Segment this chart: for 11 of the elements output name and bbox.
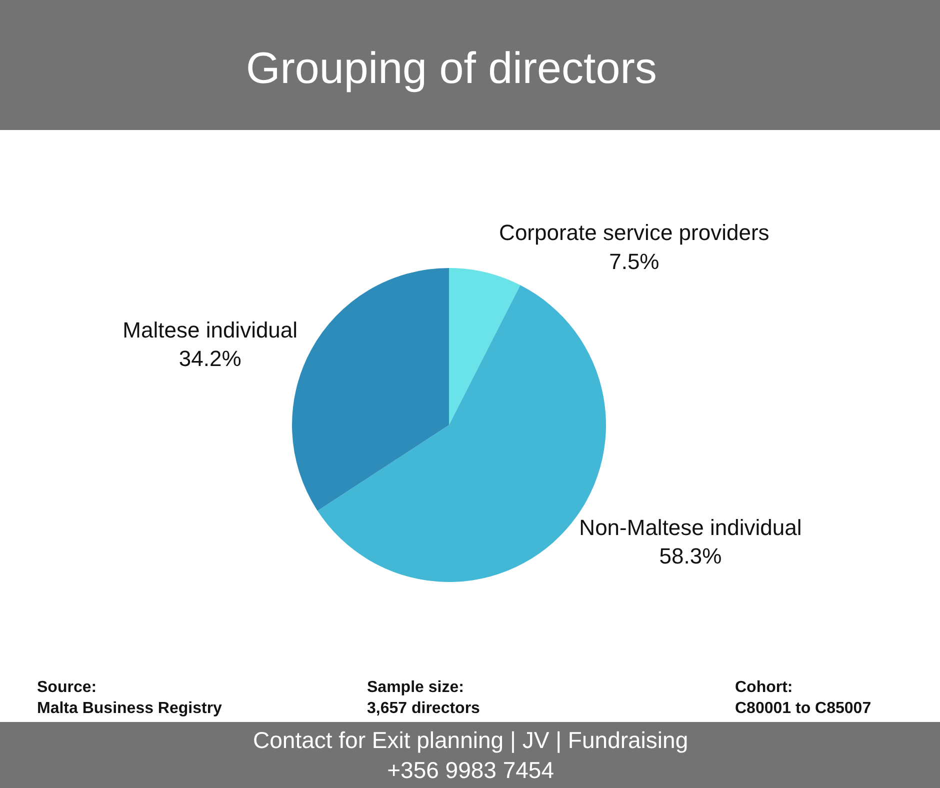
slice-label: Corporate service providers (499, 220, 770, 246)
text: Sample size: 3,657 directors (367, 679, 480, 717)
text: Cohort: C80001 to C85007 (735, 679, 872, 717)
data-label: 34.2% (178, 346, 242, 371)
slice-label: Non-Maltese individual (579, 515, 802, 540)
chart-title: Grouping of directors (246, 44, 657, 93)
source-note: Source: Malta Business Registry (37, 679, 222, 717)
slice-label: Maltese individual (122, 317, 298, 342)
data-label: 58.3% (659, 544, 722, 569)
data-label: 7.5% (609, 248, 660, 274)
text: Contact for Exit planning | JV | Fundraising +356 9983 7454 (253, 727, 688, 783)
